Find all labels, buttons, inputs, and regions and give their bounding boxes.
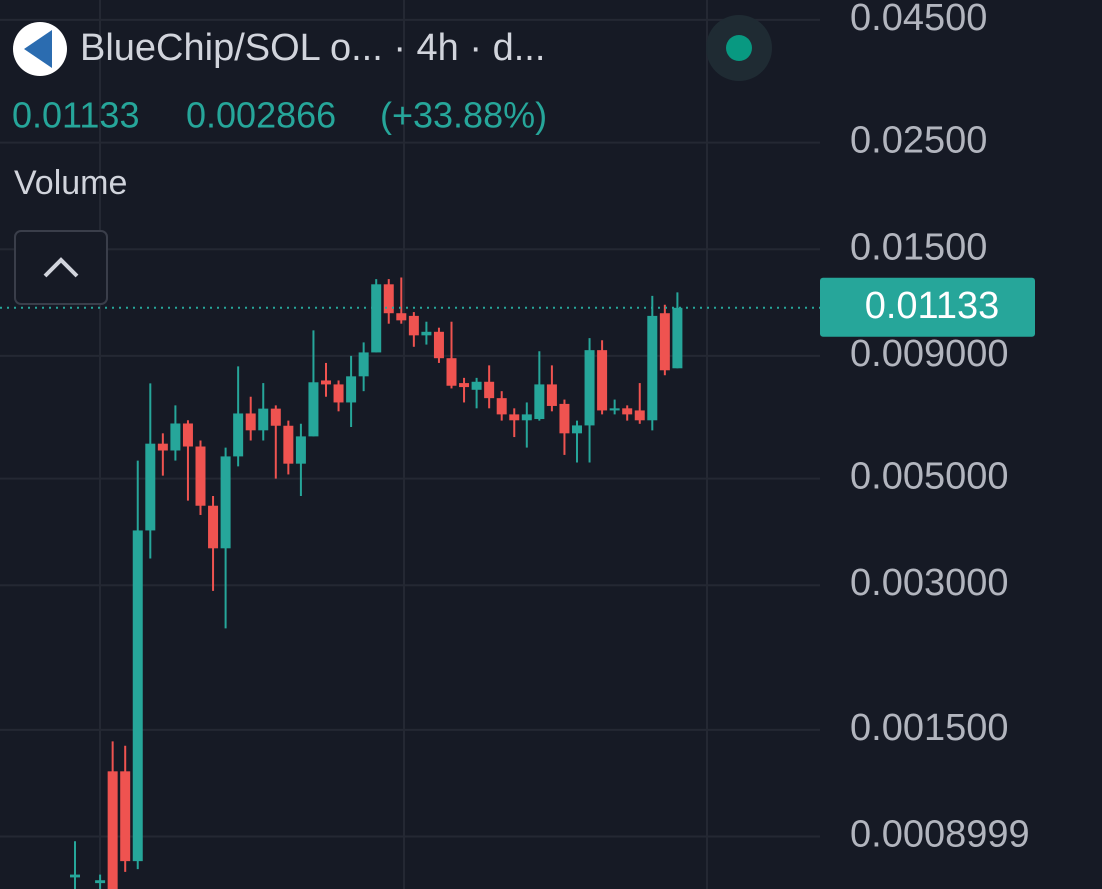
- y-tick-label: 0.04500: [850, 0, 987, 39]
- candle-body: [107, 771, 118, 889]
- candle-body: [346, 376, 357, 403]
- candle-body: [609, 408, 620, 411]
- candle-body: [157, 443, 168, 451]
- candle-body: [321, 380, 331, 385]
- candle-body: [634, 410, 645, 421]
- chevron-up: [43, 257, 79, 278]
- token-icon-glyph: [24, 30, 52, 68]
- candle-body: [283, 425, 294, 464]
- y-tick-label: 0.01500: [850, 226, 987, 268]
- status-dot: [726, 35, 752, 61]
- candle-body: [95, 880, 106, 884]
- candle-body: [195, 446, 206, 506]
- price-change: 0.002866: [186, 95, 336, 136]
- candle-body: [245, 413, 256, 431]
- candle-body: [220, 456, 231, 549]
- candle-body: [270, 408, 281, 426]
- y-tick-label: 0.003000: [850, 562, 1009, 604]
- candle-body: [597, 350, 608, 411]
- candle-body: [534, 384, 545, 420]
- price-change-percent: (+33.88%): [380, 95, 547, 136]
- candle-body: [572, 425, 582, 434]
- candle-body: [295, 436, 306, 464]
- y-tick-label: 0.0008999: [850, 814, 1030, 856]
- last-price-tag-label: 0.01133: [865, 285, 1000, 327]
- plot: [0, 277, 820, 889]
- candle-body: [622, 408, 633, 415]
- indicator-label: Volume: [14, 164, 127, 202]
- candle-body: [446, 358, 457, 386]
- candle-body: [484, 381, 495, 399]
- candle-body: [546, 384, 557, 406]
- candle-body: [647, 315, 658, 421]
- candle-body: [408, 315, 419, 336]
- candle-body: [132, 530, 143, 862]
- candle-body: [559, 403, 570, 434]
- candle-body: [70, 874, 80, 878]
- candle-body: [471, 381, 482, 390]
- y-tick-label: 0.001500: [850, 707, 1009, 749]
- candle-body: [371, 284, 382, 353]
- candle-body: [672, 307, 683, 369]
- symbol-title[interactable]: BlueChip/SOL o... · 4h · d...: [80, 27, 545, 69]
- collapse-button[interactable]: [14, 230, 108, 305]
- candle-body: [496, 398, 507, 415]
- candle-body: [396, 313, 407, 321]
- candle-body: [258, 408, 269, 431]
- candle-body: [208, 505, 219, 549]
- candle-body: [233, 413, 244, 457]
- price-tag: 0.01133: [820, 277, 1035, 337]
- candle-body: [120, 771, 131, 862]
- last-price-tag: [820, 277, 1035, 337]
- candle-body: [358, 352, 369, 377]
- candle-body: [459, 383, 470, 388]
- candle-body: [433, 331, 444, 359]
- y-tick-label: 0.009000: [850, 333, 1009, 375]
- candle-body: [145, 443, 156, 531]
- candle-body: [521, 414, 532, 421]
- last-price: 0.01133: [12, 95, 139, 136]
- candle-body: [421, 331, 432, 336]
- candle-body: [383, 284, 394, 314]
- candle-body: [509, 414, 520, 421]
- candle-body: [584, 350, 595, 426]
- candle-body: [333, 384, 344, 403]
- candle-body: [170, 423, 181, 451]
- y-axis: 0.04500 0.02500 0.01500 0.009000 0.005000 0.0…: [850, 0, 1030, 856]
- candle-body: [182, 423, 193, 447]
- candle-body: [308, 382, 319, 437]
- candle-body: [659, 313, 670, 371]
- y-tick-label: 0.005000: [850, 456, 1009, 498]
- y-tick-label: 0.02500: [850, 120, 987, 162]
